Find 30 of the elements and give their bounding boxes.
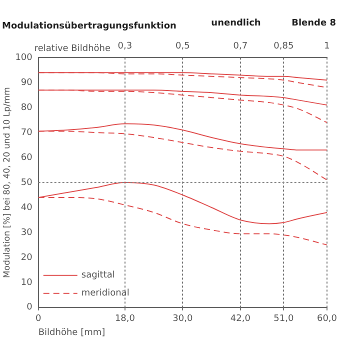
y-tick-label: 70 [20,128,33,138]
y-axis-title: Modulation [%] bei 80, 40, 20 und 10 Lp/mm [2,87,12,278]
x-tick-label: 30,0 [172,314,193,324]
x-tick-label: 18,0 [114,314,136,324]
x-tick-label: 0 [36,314,42,324]
y-tick-label: 40 [20,202,33,213]
y-tick-label: 10 [20,278,33,288]
legend-label: sagittal [81,270,115,281]
y-tick-label: 100 [15,52,33,63]
y-tick-label: 30 [20,228,33,238]
x2-tick-label: 0,85 [274,42,294,52]
x2-tick-label: 0,3 [118,42,132,52]
legend-label: meridional [81,288,130,299]
chart-title: Modulationsübertragungsfunktion [2,22,176,32]
x2-axis-title: relative Bildhöhe [34,44,111,54]
x-axis-title: Bildhöhe [mm] [38,328,106,338]
y-tick-label: 60 [20,152,33,163]
x2-tick-label: 0,7 [233,42,248,52]
text: Blende 8 [292,18,336,28]
y-tick-label: 90 [20,78,33,88]
y-tick-label: 80 [20,102,33,113]
x-tick-label: 60,0 [316,314,338,324]
text: unendlich [211,18,261,28]
y-tick-label: 0 [26,302,33,313]
x2-tick-label: 1 [324,42,330,52]
x-tick-label: 42,0 [230,314,251,324]
x2-tick-label: 0,5 [176,42,190,52]
x-tick-label: 51,0 [274,314,294,324]
y-tick-label: 50 [20,178,33,188]
y-tick-label: 20 [20,252,33,263]
